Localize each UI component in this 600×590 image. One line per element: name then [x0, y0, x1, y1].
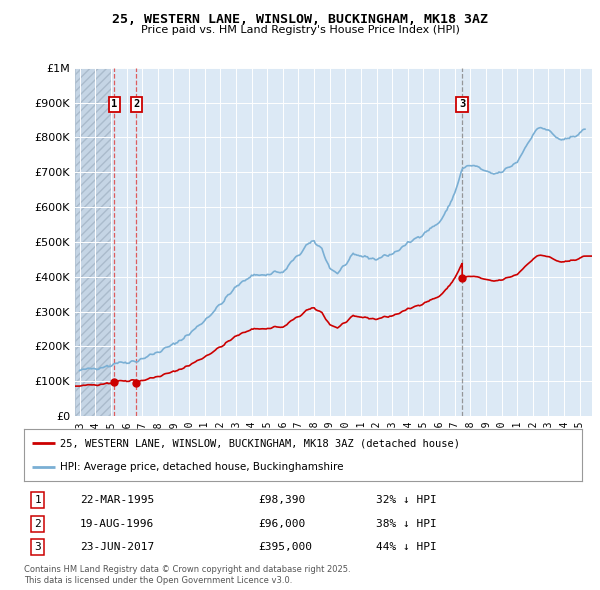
- Text: HPI: Average price, detached house, Buckinghamshire: HPI: Average price, detached house, Buck…: [60, 463, 344, 473]
- Text: 3: 3: [459, 99, 466, 109]
- Text: 1: 1: [35, 495, 41, 505]
- Text: 23-JUN-2017: 23-JUN-2017: [80, 542, 154, 552]
- Text: 2: 2: [35, 519, 41, 529]
- Text: 25, WESTERN LANE, WINSLOW, BUCKINGHAM, MK18 3AZ: 25, WESTERN LANE, WINSLOW, BUCKINGHAM, M…: [112, 13, 488, 26]
- Text: Price paid vs. HM Land Registry's House Price Index (HPI): Price paid vs. HM Land Registry's House …: [140, 25, 460, 35]
- Text: 19-AUG-1996: 19-AUG-1996: [80, 519, 154, 529]
- Text: £395,000: £395,000: [259, 542, 313, 552]
- Bar: [75, 68, 111, 416]
- Text: £96,000: £96,000: [259, 519, 305, 529]
- Text: 2: 2: [133, 99, 140, 109]
- Text: 38% ↓ HPI: 38% ↓ HPI: [376, 519, 436, 529]
- Text: 44% ↓ HPI: 44% ↓ HPI: [376, 542, 436, 552]
- Text: 25, WESTERN LANE, WINSLOW, BUCKINGHAM, MK18 3AZ (detached house): 25, WESTERN LANE, WINSLOW, BUCKINGHAM, M…: [60, 438, 460, 448]
- Text: 1: 1: [111, 99, 118, 109]
- Text: 32% ↓ HPI: 32% ↓ HPI: [376, 495, 436, 505]
- Text: 3: 3: [35, 542, 41, 552]
- Text: Contains HM Land Registry data © Crown copyright and database right 2025.
This d: Contains HM Land Registry data © Crown c…: [24, 565, 350, 585]
- Text: £98,390: £98,390: [259, 495, 305, 505]
- Text: 22-MAR-1995: 22-MAR-1995: [80, 495, 154, 505]
